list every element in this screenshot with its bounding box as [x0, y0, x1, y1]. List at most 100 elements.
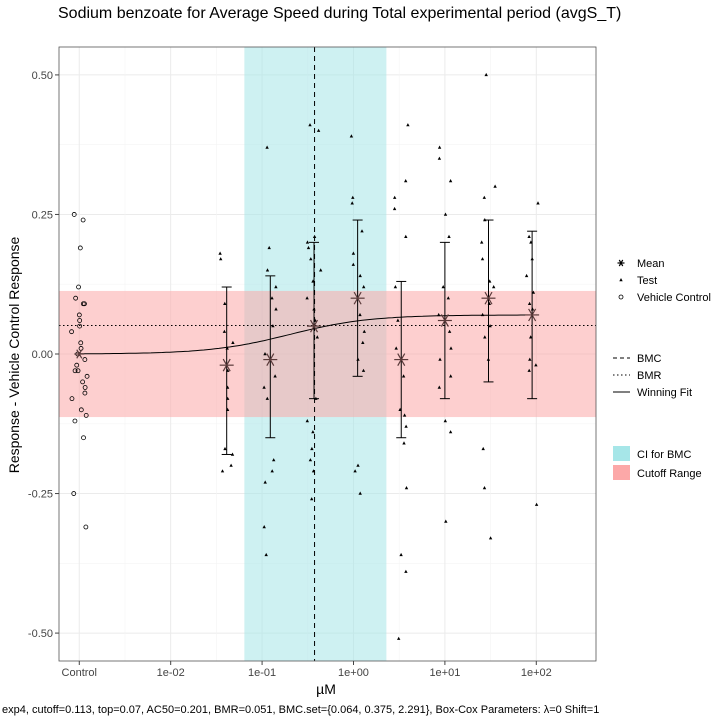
legend-label: Mean: [637, 258, 665, 270]
test-point: [315, 335, 319, 339]
y-tick-label: 0.50: [32, 70, 53, 82]
test-point: [262, 525, 266, 529]
test-point: [488, 324, 492, 328]
test-point: [310, 446, 314, 451]
legend-label: Test: [637, 275, 657, 287]
cutoff-band: [59, 290, 596, 418]
mean-marker: [307, 319, 322, 333]
test-point: [534, 363, 538, 367]
control-point: [72, 368, 78, 374]
test-point: [311, 430, 315, 434]
test-point: [527, 234, 531, 238]
test-point: [437, 156, 442, 160]
control-point: [75, 368, 81, 374]
y-axis-label: Response - Vehicle Control Response: [6, 236, 22, 473]
test-point: [265, 145, 269, 149]
test-point: [443, 419, 447, 423]
y-tick-label: -0.25: [28, 489, 53, 501]
control-point: [77, 245, 83, 251]
x-tick-label: 1e-01: [248, 667, 276, 679]
test-point: [274, 285, 278, 289]
legend-fill-swatch: [613, 465, 630, 480]
control-point: [80, 217, 86, 223]
test-point: [443, 212, 448, 216]
legend-label: BMR: [637, 370, 662, 382]
plot-area: [58, 46, 597, 662]
control-point: [78, 340, 84, 346]
control-point: [74, 362, 80, 368]
control-point: [77, 323, 83, 329]
mean-marker: [437, 314, 452, 327]
control-point: [69, 396, 75, 402]
test-point: [480, 312, 485, 317]
test-point: [361, 340, 365, 344]
control-point: [71, 491, 77, 496]
test-point: [273, 374, 277, 378]
test-point: [223, 301, 227, 305]
test-point: [448, 430, 453, 434]
test-point: [361, 368, 366, 372]
x-tick-label: 1e-02: [157, 667, 185, 679]
test-point: [319, 268, 323, 272]
test-point: [222, 329, 227, 333]
control-point: [69, 329, 74, 335]
test-point: [402, 441, 406, 445]
test-point: [404, 424, 408, 428]
control-point: [72, 418, 78, 424]
test-point: [358, 312, 362, 317]
test-point: [480, 257, 485, 261]
mean-marker: [481, 291, 496, 305]
test-point: [392, 206, 397, 211]
y-tick-label: -0.50: [28, 628, 53, 640]
test-point: [393, 285, 398, 289]
test-point: [362, 329, 366, 333]
legend-label: BMC: [637, 353, 662, 365]
test-point: [527, 301, 532, 305]
control-point: [82, 357, 88, 362]
y-tick-label: 0.25: [32, 209, 53, 221]
test-point: [270, 296, 274, 300]
test-point: [437, 385, 441, 389]
control-mean-marker: [74, 349, 85, 359]
test-point: [444, 519, 448, 523]
test-point: [437, 312, 441, 317]
test-point: [404, 569, 408, 573]
axes: 0.50 0.25 0.00 -0.25 -0.50 Control 1e-02 1e-01 1…: [28, 70, 552, 679]
test-point: [310, 497, 314, 501]
legend-mean-icon: [617, 259, 625, 267]
test-point: [231, 340, 235, 344]
test-point: [218, 251, 222, 255]
test-point: [529, 335, 533, 339]
test-point: [306, 245, 311, 250]
mean-marker: [394, 353, 409, 366]
control-point: [71, 212, 77, 217]
test-point: [270, 469, 274, 473]
test-point: [528, 357, 532, 361]
test-point: [316, 128, 321, 132]
control-point: [77, 318, 83, 323]
test-point: [265, 396, 269, 400]
test-point: [308, 458, 313, 462]
test-point: [274, 307, 278, 311]
x-axis-label: µM: [316, 681, 336, 697]
test-point: [480, 240, 484, 244]
legend-test-icon: [619, 278, 623, 282]
test-point: [534, 502, 539, 506]
test-point: [362, 285, 366, 289]
test-point: [309, 257, 313, 261]
test-point: [399, 552, 403, 557]
test-point: [393, 195, 397, 199]
chart-title: Sodium benzoate for Average Speed during…: [58, 5, 621, 22]
test-point: [271, 324, 275, 328]
test-point: [264, 552, 268, 557]
x-tick-label: 1e+02: [521, 667, 552, 679]
test-point: [397, 636, 401, 640]
test-point: [488, 536, 493, 540]
test-point: [305, 419, 309, 423]
control-point: [80, 379, 86, 385]
test-point: [229, 463, 233, 467]
x-tick-label: Control: [62, 667, 97, 679]
mean-marker: [350, 291, 365, 305]
legend-control-icon: [618, 294, 624, 300]
